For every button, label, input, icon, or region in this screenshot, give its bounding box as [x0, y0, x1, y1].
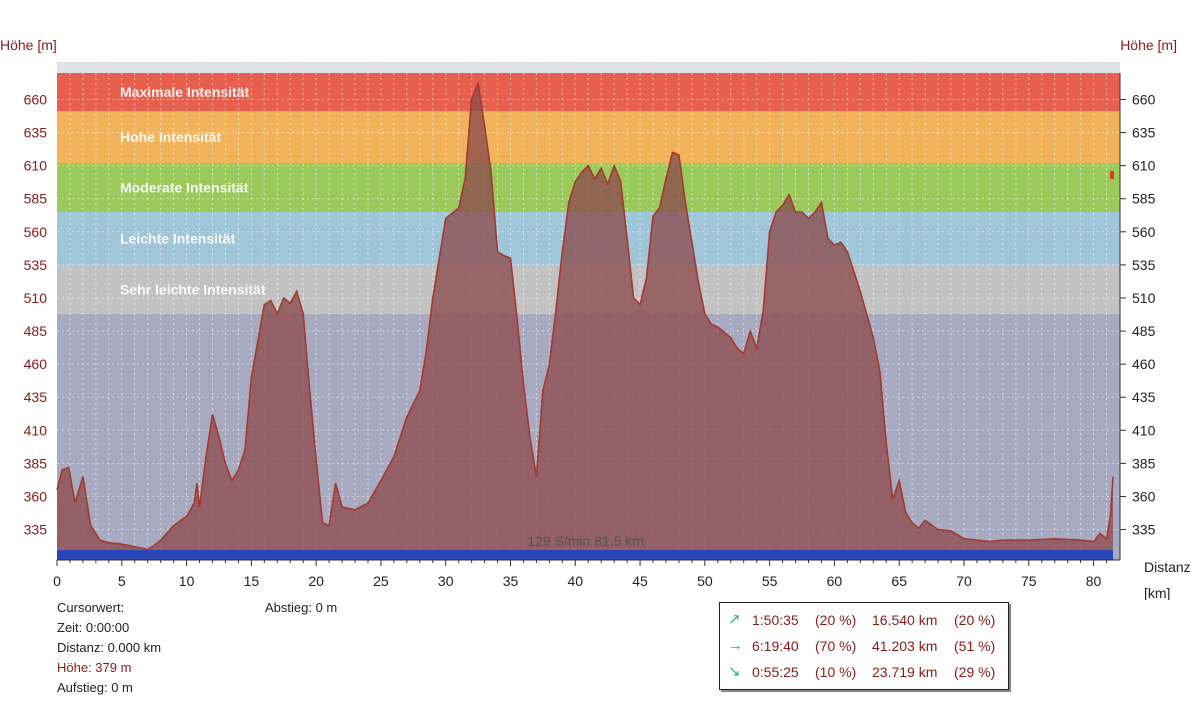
x-tick-label: 20: [308, 573, 324, 589]
y-tick-label-right: 510: [1132, 290, 1156, 306]
y-tick-label-left: 335: [24, 522, 48, 538]
zone-label: Maximale Intensität: [120, 84, 249, 100]
y-tick-label-right: 410: [1132, 422, 1156, 438]
elevation-chart[interactable]: Maximale Intensität Hohe Intensität Modera…: [0, 0, 1202, 600]
y-tick-label-right: 385: [1132, 455, 1156, 471]
x-tick-label: 40: [567, 573, 583, 589]
summary-distance-pct: (51 %): [954, 638, 996, 654]
arrow-right-icon: →: [728, 637, 743, 654]
x-tick-label: 10: [179, 573, 195, 589]
y-tick-label-left: 460: [24, 356, 48, 372]
x-tick-label: 50: [697, 573, 713, 589]
cursor-descent: Abstieg: 0 m: [265, 600, 338, 615]
x-tick-label: 30: [438, 573, 454, 589]
y-tick-label-left: 635: [24, 125, 48, 141]
summary-time: 1:50:35: [752, 612, 799, 628]
y-tick-label-left: 660: [24, 91, 48, 107]
top-strip: [57, 62, 1120, 73]
y-tick-label-right: 660: [1132, 91, 1156, 107]
y-tick-label-left: 535: [24, 257, 48, 273]
y-tick-label-right: 435: [1132, 389, 1156, 405]
y-tick-label-right: 610: [1132, 158, 1156, 174]
summary-time-pct: (20 %): [815, 612, 857, 628]
zone-label: Leichte Intensität: [120, 230, 235, 246]
cursor-panel: Cursorwert: Zeit: 0:00:00 Distanz: 0.000…: [57, 598, 161, 698]
y-tick-label-left: 560: [24, 224, 48, 240]
x-tick-label: 35: [503, 573, 519, 589]
x-tick-label: 75: [1021, 573, 1037, 589]
x-tick-label: 60: [827, 573, 843, 589]
y-tick-label-right: 560: [1132, 224, 1156, 240]
summary-distance: 16.540 km: [872, 612, 938, 628]
summary-time: 6:19:40: [752, 638, 799, 654]
summary-distance-pct: (29 %): [954, 664, 996, 680]
summary-legend: ↗ 1:50:35 (20 %) 16.540 km (20 %) → 6:19…: [719, 602, 1009, 690]
summary-distance-pct: (20 %): [954, 612, 996, 628]
y-axis-title-right: Höhe [m]: [1120, 37, 1177, 53]
x-tick-label: 25: [373, 573, 389, 589]
y-tick-label-right: 460: [1132, 356, 1156, 372]
y-tick-label-left: 510: [24, 290, 48, 306]
cursor-title: Cursorwert:: [57, 600, 125, 615]
zone-label: Sehr leichte Intensität: [120, 281, 266, 297]
y-tick-label-left: 435: [24, 389, 48, 405]
y-tick-label-right: 335: [1132, 522, 1156, 538]
x-axis-unit: [km]: [1144, 585, 1170, 600]
status-label: 129 S/min 81.5 km: [527, 533, 644, 549]
y-tick-label-left: 485: [24, 323, 48, 339]
position-marker: [1110, 170, 1114, 179]
x-tick-label: 55: [762, 573, 778, 589]
summary-distance: 41.203 km: [872, 638, 938, 654]
summary-time-pct: (10 %): [815, 664, 857, 680]
x-tick-label: 0: [53, 573, 61, 589]
progress-bar: [57, 550, 1113, 560]
y-axis-title-left: Höhe [m]: [0, 37, 57, 53]
zone-label: Moderate Intensität: [120, 179, 249, 195]
x-tick-label: 70: [956, 573, 972, 589]
summary-time: 0:55:25: [752, 664, 799, 680]
y-tick-label-right: 360: [1132, 488, 1156, 504]
y-tick-label-left: 385: [24, 455, 48, 471]
cursor-ascent: Aufstieg: 0 m: [57, 680, 133, 695]
x-tick-label: 45: [632, 573, 648, 589]
y-tick-label-left: 410: [24, 422, 48, 438]
summary-distance: 23.719 km: [872, 664, 938, 680]
y-tick-label-left: 360: [24, 488, 48, 504]
x-tick-label: 80: [1086, 573, 1102, 589]
arrow-down-right-icon: ↘: [728, 663, 741, 680]
y-tick-label-right: 585: [1132, 191, 1156, 207]
arrow-up-right-icon: ↗: [728, 611, 741, 628]
zone-label: Hohe Intensität: [120, 129, 221, 145]
cursor-height: Höhe: 379 m: [57, 660, 132, 675]
elevation-area: [57, 83, 1113, 560]
x-tick-label: 65: [891, 573, 907, 589]
y-tick-label-right: 635: [1132, 125, 1156, 141]
y-tick-label-left: 585: [24, 191, 48, 207]
y-tick-label-left: 610: [24, 158, 48, 174]
y-tick-label-right: 485: [1132, 323, 1156, 339]
x-tick-label: 5: [118, 573, 126, 589]
elevation-line: [56, 80, 1114, 551]
y-tick-label-right: 535: [1132, 257, 1156, 273]
cursor-distance: Distanz: 0.000 km: [57, 640, 162, 655]
x-tick-label: 15: [244, 573, 260, 589]
x-axis-title: Distanz: [1144, 559, 1191, 575]
summary-time-pct: (70 %): [815, 638, 857, 654]
cursor-time: Zeit: 0:00:00: [57, 620, 130, 635]
